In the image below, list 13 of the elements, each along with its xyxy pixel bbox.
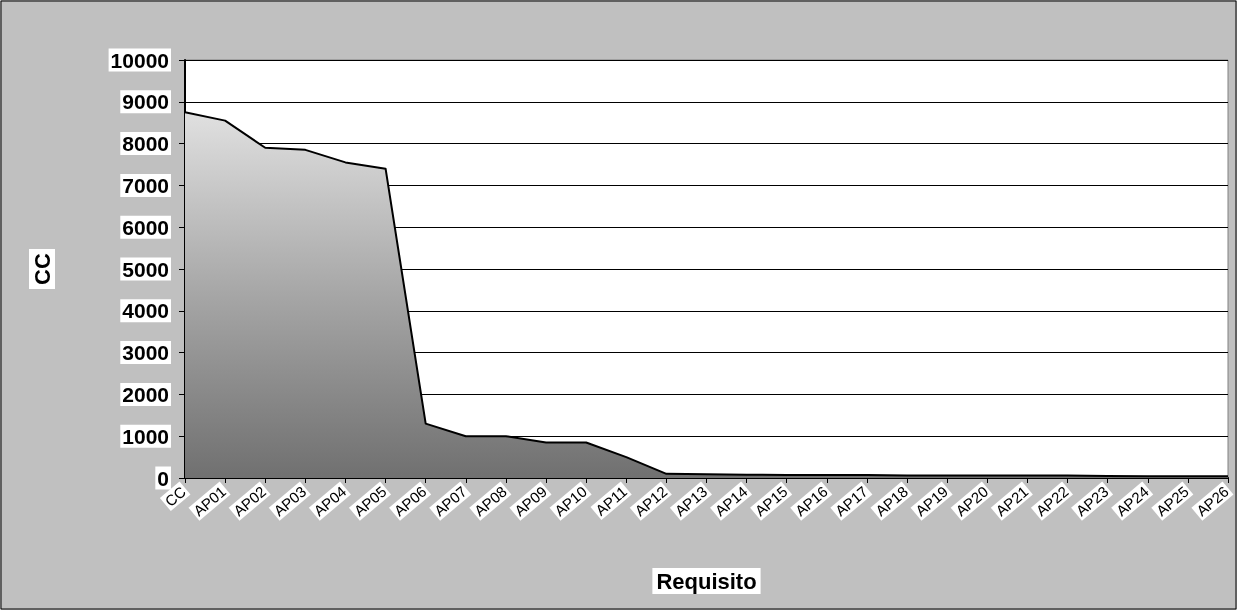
y-tick-label: 10000 [110,48,169,72]
x-axis-title: Requisito [656,568,757,594]
y-tick-label: 7000 [122,173,169,197]
y-tick-label: 3000 [122,341,169,365]
y-tick-label: 8000 [122,132,169,156]
y-tick-label: 0 [157,466,169,490]
y-tick-label: 5000 [122,257,169,281]
y-tick-label: 1000 [122,424,169,448]
y-tick-label: 2000 [122,382,169,406]
y-tick-label: 4000 [122,299,169,323]
y-tick-label: 9000 [122,90,169,114]
y-tick-label: 6000 [122,215,169,239]
y-axis-title: CC [29,253,55,285]
